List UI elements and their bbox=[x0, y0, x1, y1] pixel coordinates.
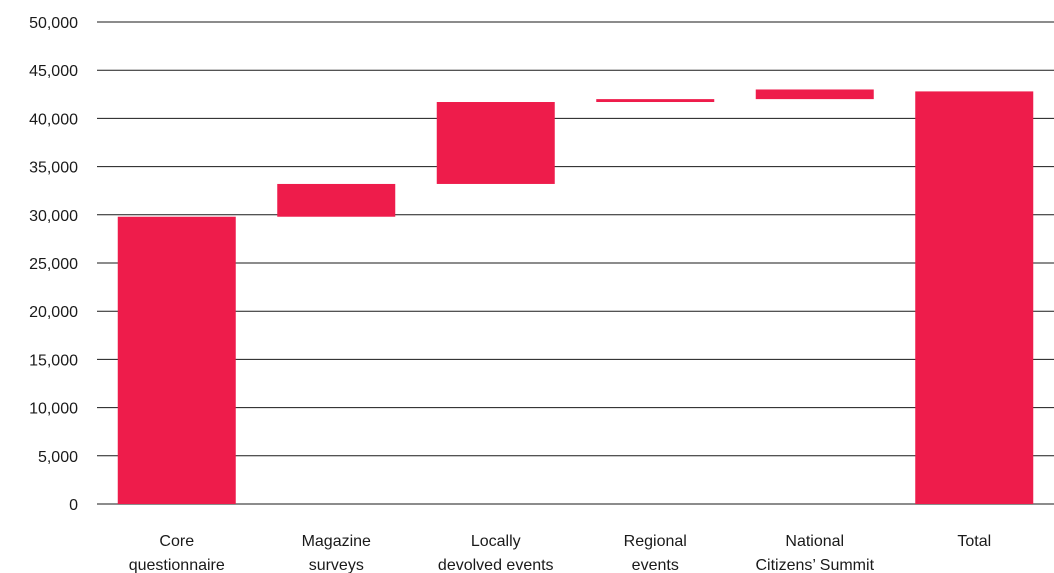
x-category-label: Core questionnaire bbox=[129, 533, 225, 573]
gridlines bbox=[97, 21, 1054, 505]
x-category-label-line: Citizens’ Summit bbox=[755, 557, 874, 573]
y-axis-tick-labels: 0 5,000 10,000 15,000 20,000 25,000 30,000 35,0… bbox=[29, 15, 78, 514]
y-tick-label: 35,000 bbox=[29, 160, 78, 177]
bar bbox=[277, 183, 396, 217]
y-tick-label: 30,000 bbox=[29, 208, 78, 225]
x-axis-category-labels: Core questionnaire Magazine surveys Locally d… bbox=[129, 533, 991, 573]
y-tick-label: 25,000 bbox=[29, 256, 78, 273]
y-tick-label: 10,000 bbox=[29, 401, 78, 418]
bar bbox=[755, 89, 874, 100]
x-category-label-line: Regional bbox=[624, 533, 687, 550]
x-category-label: Regional events bbox=[624, 533, 687, 573]
x-category-label-line: National bbox=[785, 533, 844, 550]
x-category-label: Total bbox=[957, 533, 991, 550]
bar bbox=[915, 91, 1034, 505]
x-category-label-line: questionnaire bbox=[129, 557, 225, 573]
x-category-label: National Citizens’ Summit bbox=[755, 533, 874, 573]
x-category-label-line: Core bbox=[159, 533, 194, 550]
y-tick-label: 15,000 bbox=[29, 352, 78, 369]
y-tick-label: 40,000 bbox=[29, 111, 78, 128]
bars bbox=[117, 89, 1034, 505]
bar bbox=[436, 102, 555, 184]
x-category-label: Locally devolved events bbox=[438, 533, 554, 573]
bar bbox=[596, 99, 715, 103]
y-tick-label: 5,000 bbox=[38, 449, 78, 466]
x-category-label-line: Total bbox=[957, 533, 991, 550]
x-category-label-line: devolved events bbox=[438, 557, 554, 573]
x-category-label-line: Magazine bbox=[302, 533, 371, 550]
x-category-label-line: surveys bbox=[309, 557, 364, 573]
x-category-label-line: Locally bbox=[471, 533, 521, 550]
bar bbox=[117, 216, 236, 504]
y-tick-label: 50,000 bbox=[29, 15, 78, 32]
y-tick-label: 20,000 bbox=[29, 304, 78, 321]
y-tick-label: 0 bbox=[69, 497, 78, 514]
x-category-label-line: events bbox=[632, 557, 679, 573]
y-tick-label: 45,000 bbox=[29, 63, 78, 80]
x-category-label: Magazine surveys bbox=[302, 533, 371, 573]
